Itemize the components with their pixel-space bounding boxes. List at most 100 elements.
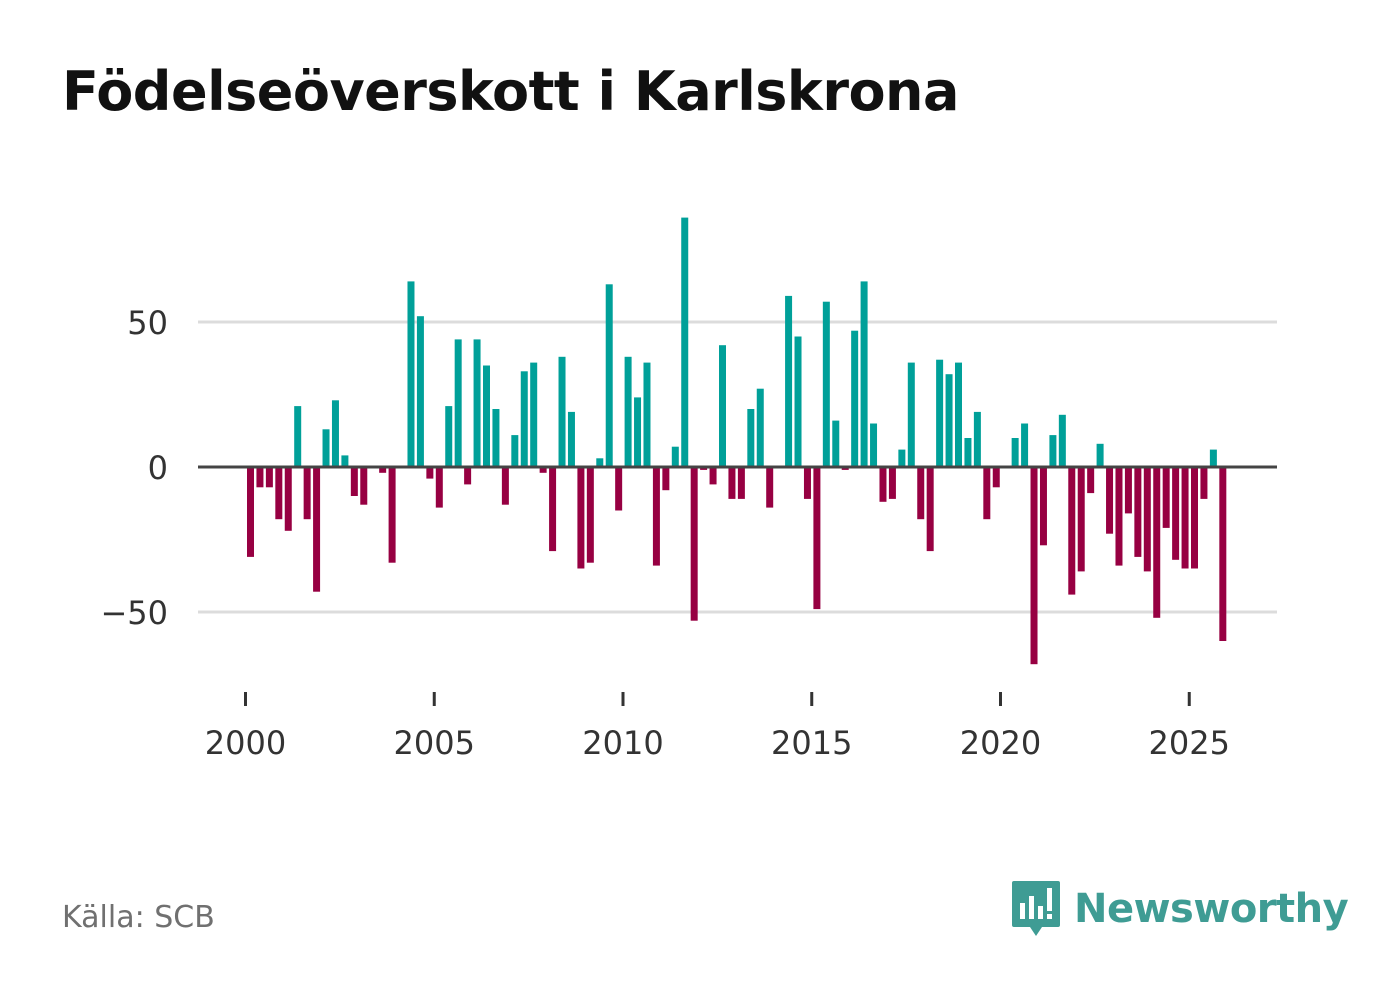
bar: [350, 467, 358, 496]
y-tick-label: −50: [100, 594, 168, 632]
bar: [1172, 467, 1180, 560]
bar: [851, 330, 859, 467]
bar: [1181, 467, 1189, 569]
bar: [747, 409, 755, 467]
bar: [1068, 467, 1076, 595]
bar: [520, 371, 528, 467]
x-tick-label: 2010: [582, 724, 663, 762]
y-axis-labels: 50 0 −50: [100, 304, 168, 632]
bar: [331, 400, 339, 467]
bar: [247, 467, 254, 557]
bar: [445, 406, 453, 467]
bar: [671, 446, 679, 467]
bar: [435, 467, 443, 508]
bar: [256, 467, 264, 488]
bar: [1096, 443, 1104, 467]
bar: [265, 467, 273, 488]
bar: [549, 467, 557, 552]
bar: [917, 467, 925, 520]
bar: [766, 467, 774, 508]
x-tick-label: 2005: [394, 724, 475, 762]
bar: [1124, 467, 1132, 514]
bar: [634, 397, 642, 467]
bar: [407, 281, 415, 467]
y-tick-label: 0: [148, 449, 168, 487]
bar: [360, 467, 368, 505]
bar: [794, 336, 802, 467]
x-tick-label: 2020: [960, 724, 1041, 762]
y-tick-label: 50: [127, 304, 168, 342]
bar: [1087, 467, 1095, 494]
bar: [586, 467, 594, 563]
bar: [973, 411, 981, 467]
bars: [247, 217, 1227, 665]
bar: [643, 362, 651, 467]
bar: [1039, 467, 1047, 546]
bar: [1106, 467, 1114, 534]
newsworthy-logo[interactable]: Newsworthy: [1010, 876, 1349, 942]
bar: [1143, 467, 1151, 572]
bar: [785, 295, 793, 467]
bar: [945, 374, 953, 467]
bar: [1058, 414, 1066, 467]
bar: [1077, 467, 1085, 572]
chart-title: Födelseöverskott i Karlskrona: [62, 60, 959, 123]
bar: [596, 458, 604, 467]
bar: [577, 467, 585, 569]
bar: [567, 411, 575, 467]
bar: [558, 356, 566, 467]
bar: [870, 423, 878, 467]
bar: [341, 455, 349, 467]
bar: [822, 301, 830, 467]
bar: [992, 467, 1000, 488]
bar: [652, 467, 660, 566]
bar: [322, 429, 330, 467]
bar: [803, 467, 811, 499]
source-label: Källa: SCB: [62, 900, 215, 935]
bar: [473, 339, 481, 467]
bar: [1021, 423, 1029, 467]
bar: [464, 467, 472, 485]
newsworthy-logo-text: Newsworthy: [1074, 886, 1349, 932]
bar: [294, 406, 302, 467]
bar: [1049, 435, 1057, 467]
bar: [1209, 449, 1217, 467]
bar: [737, 467, 745, 499]
bar: [454, 339, 462, 467]
x-tick-label: 2015: [771, 724, 852, 762]
bar: [936, 359, 944, 467]
bar: [1162, 467, 1170, 528]
bar: [379, 467, 387, 473]
bar: [303, 467, 311, 520]
bar: [539, 467, 547, 473]
bar: [907, 362, 915, 467]
bar: [813, 467, 821, 610]
bar: [416, 316, 424, 467]
bar: [483, 365, 490, 467]
bar: [983, 467, 991, 520]
bar: [681, 217, 689, 467]
bar: [605, 284, 613, 467]
bar: [719, 345, 726, 467]
bar: [888, 467, 896, 499]
bar: [1200, 467, 1208, 499]
x-tick-label: 2000: [205, 724, 286, 762]
bar: [284, 467, 292, 531]
bar: [426, 467, 434, 479]
bar: [756, 388, 764, 467]
bar: [615, 467, 623, 511]
bar: [511, 435, 519, 467]
bar: [501, 467, 509, 505]
bar: [964, 438, 972, 467]
bar: [728, 467, 736, 499]
bar: [709, 467, 717, 485]
bar: [1219, 467, 1227, 641]
bar: [832, 420, 840, 467]
gridlines: [198, 320, 1277, 614]
bar: [313, 467, 321, 592]
bar: [955, 362, 962, 467]
bar: [898, 449, 906, 467]
bar: [388, 467, 396, 563]
x-tick-label: 2025: [1149, 724, 1230, 762]
